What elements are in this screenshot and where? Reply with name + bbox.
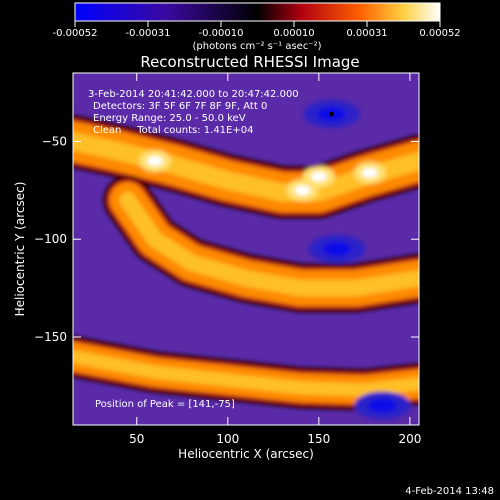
ridge-core-upper [73, 132, 419, 202]
coldspot-core [323, 242, 352, 256]
peak-marker [329, 111, 335, 117]
y-tick-label: −50 [42, 134, 67, 148]
ridge-core-lower [73, 350, 419, 397]
plot-frame [72, 72, 420, 426]
hotspot-core [361, 167, 378, 178]
coldspot-core [368, 398, 397, 413]
time-range-text: 3-Feb-2014 20:41:42.000 to 20:47:42.000 [88, 89, 299, 100]
hotspot-core [146, 156, 163, 166]
y-axis-ticks: −50 −100 −150 [34, 134, 419, 344]
x-axis-label: Heliocentric X (arcsec) [178, 447, 314, 461]
x-tick-label: 100 [216, 432, 239, 446]
chart-title: Reconstructed RHESSI Image [140, 53, 359, 71]
y-axis-label: Heliocentric Y (arcsec) [13, 182, 27, 317]
footer-date: 4-Feb-2014 13:48 [405, 486, 494, 497]
colorbar-tick-label: -0.00010 [199, 28, 244, 39]
hotspot-core [310, 171, 327, 182]
colorbar-tick-label: 0.00010 [273, 28, 314, 39]
detectors-text: Detectors: 3F 5F 6F 7F 8F 9F, Att 0 [93, 101, 267, 112]
x-axis-ticks: 50 100 150 200 [129, 73, 421, 446]
clean-counts-text: Clean Total counts: 1.41E+04 [93, 125, 253, 136]
colorbar [74, 2, 441, 22]
energy-range-text: Energy Range: 25.0 - 50.0 keV [93, 113, 246, 124]
colorbar-tick-label: -0.00052 [53, 28, 98, 39]
y-tick-label: −100 [34, 232, 67, 246]
ridge-core-middle [119, 191, 419, 297]
y-tick-label: −150 [34, 330, 67, 344]
colorbar-tick-label: 0.00052 [419, 28, 460, 39]
x-tick-label: 150 [307, 432, 330, 446]
x-tick-label: 200 [398, 432, 421, 446]
colorbar-tick-label: 0.00031 [346, 28, 387, 39]
x-tick-label: 50 [129, 432, 144, 446]
colorbar-label: (photons cm⁻² s⁻¹ asec⁻²) [192, 41, 321, 52]
colorbar-ticks: -0.00052 -0.00031 -0.00010 0.00010 0.00031 0.… [53, 21, 461, 39]
heatmap-image [73, 73, 419, 425]
peak-position-text: Position of Peak = [141,-75] [95, 399, 235, 410]
hotspot-core [294, 185, 311, 196]
colorbar-tick-label: -0.00031 [126, 28, 171, 39]
